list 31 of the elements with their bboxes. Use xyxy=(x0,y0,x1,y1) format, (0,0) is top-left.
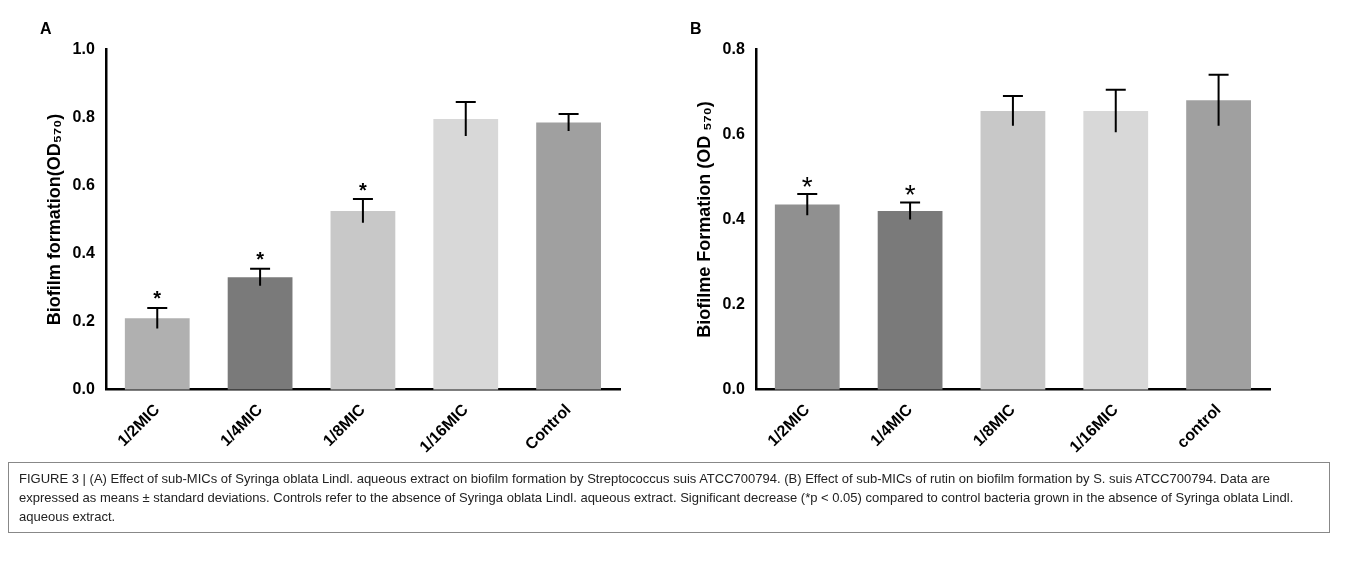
y-tick-label: 0.2 xyxy=(722,294,745,312)
bar xyxy=(1083,110,1149,390)
y-tick-label: 0.4 xyxy=(722,209,745,227)
annotation: * xyxy=(904,179,916,211)
y-tick-label: 0.6 xyxy=(722,124,745,142)
chart-title: A xyxy=(40,20,52,38)
bar xyxy=(877,210,943,390)
y-tick-label: 0.0 xyxy=(722,380,745,398)
annotation: * xyxy=(359,178,368,201)
chart-title: B xyxy=(690,20,702,38)
y-tick-label: 0.6 xyxy=(72,175,95,193)
y-tick-label: 0.2 xyxy=(72,311,95,329)
bar xyxy=(227,277,293,390)
y-tick-label: 0.8 xyxy=(72,107,95,125)
y-tick-label: 1.0 xyxy=(72,39,95,57)
y-tick-label: 0.0 xyxy=(72,380,95,398)
bar xyxy=(124,318,190,390)
annotation: * xyxy=(801,170,813,202)
bar xyxy=(1186,100,1251,390)
annotation: * xyxy=(153,287,162,310)
y-axis-title: Biofilme Formation (OD ₅₇₀) xyxy=(693,101,714,338)
bar xyxy=(536,122,601,390)
bar xyxy=(774,204,840,390)
bar xyxy=(330,210,396,390)
caption: FIGURE 3 | (A) Effect of sub-MICs of Syringa oblata Lindl. aqueous extract on biofilm formation by Streptococcus suis ATCC700794. (B) Effect of sub-MICs of rutin on biofilm formation by S. suis ATCC700794. Data are expressed as means ± standard deviations. Controls refer to the absence of Syringa oblata Lindl. aqueous extract. Significant decrease (*p < 0.05) compared to control bacteria grown in the absence of Syringa oblata Lindl. aqueous extract. xyxy=(8,462,1330,533)
y-tick-label: 0.8 xyxy=(722,39,745,57)
bar xyxy=(433,119,499,390)
annotation: * xyxy=(256,248,265,271)
bar xyxy=(980,110,1046,390)
y-axis-title: Biofilm formation(OD₅₇₀) xyxy=(43,113,64,326)
y-tick-label: 0.4 xyxy=(72,243,95,261)
